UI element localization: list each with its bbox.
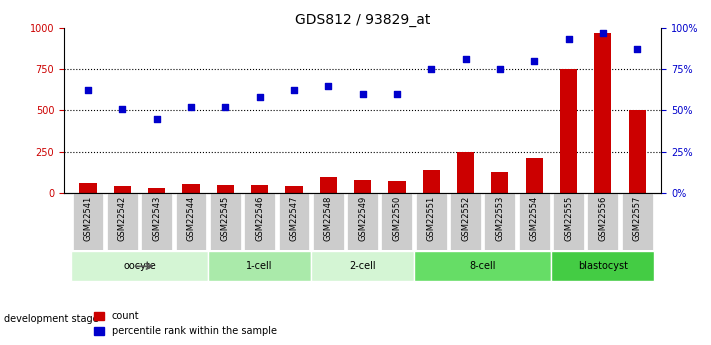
Text: blastocyst: blastocyst: [578, 262, 628, 272]
Point: [323, 83, 334, 88]
FancyBboxPatch shape: [552, 252, 654, 281]
Text: oocyte: oocyte: [123, 262, 156, 272]
Text: GSM22553: GSM22553: [496, 196, 504, 241]
FancyBboxPatch shape: [553, 193, 584, 250]
Text: GSM22555: GSM22555: [564, 196, 573, 241]
FancyBboxPatch shape: [347, 193, 378, 250]
FancyBboxPatch shape: [244, 193, 275, 250]
FancyBboxPatch shape: [313, 193, 343, 250]
Bar: [148, 188, 165, 193]
FancyBboxPatch shape: [71, 252, 208, 281]
Legend: count, percentile rank within the sample: count, percentile rank within the sample: [90, 307, 280, 340]
Text: GSM22541: GSM22541: [83, 196, 92, 241]
Bar: [217, 185, 234, 193]
Text: 2-cell: 2-cell: [349, 262, 376, 272]
Point: [254, 94, 265, 100]
Text: GSM22549: GSM22549: [358, 196, 367, 241]
Point: [391, 91, 402, 97]
Text: GSM22556: GSM22556: [599, 196, 607, 241]
FancyBboxPatch shape: [176, 193, 206, 250]
Bar: [183, 184, 200, 193]
FancyBboxPatch shape: [416, 193, 447, 250]
Bar: [354, 180, 371, 193]
FancyBboxPatch shape: [279, 193, 309, 250]
Text: GSM22542: GSM22542: [118, 196, 127, 241]
FancyBboxPatch shape: [519, 193, 550, 250]
Text: GSM22551: GSM22551: [427, 196, 436, 241]
Text: GSM22552: GSM22552: [461, 196, 470, 241]
Bar: [251, 185, 268, 193]
Point: [357, 91, 368, 97]
Point: [460, 56, 471, 62]
Point: [597, 30, 609, 35]
Bar: [422, 170, 440, 193]
Text: GSM22548: GSM22548: [324, 196, 333, 241]
Text: GSM22554: GSM22554: [530, 196, 539, 241]
FancyBboxPatch shape: [484, 193, 515, 250]
FancyBboxPatch shape: [382, 193, 412, 250]
Text: development stage: development stage: [4, 314, 98, 324]
Point: [186, 104, 197, 110]
FancyBboxPatch shape: [621, 193, 653, 250]
Text: GSM22557: GSM22557: [633, 196, 642, 241]
Text: GSM22543: GSM22543: [152, 196, 161, 241]
Text: GSM22550: GSM22550: [392, 196, 402, 241]
Point: [117, 106, 128, 111]
FancyBboxPatch shape: [450, 193, 481, 250]
Point: [494, 66, 506, 72]
Point: [426, 66, 437, 72]
Text: GSM22545: GSM22545: [221, 196, 230, 241]
Bar: [114, 186, 131, 193]
Point: [220, 104, 231, 110]
FancyBboxPatch shape: [107, 193, 138, 250]
Bar: [594, 32, 611, 193]
Text: GSM22547: GSM22547: [289, 196, 299, 241]
FancyBboxPatch shape: [414, 252, 552, 281]
Bar: [80, 183, 97, 193]
Bar: [525, 158, 542, 193]
FancyBboxPatch shape: [210, 193, 241, 250]
Point: [151, 116, 162, 121]
Bar: [457, 152, 474, 193]
Bar: [285, 186, 303, 193]
Text: GSM22544: GSM22544: [186, 196, 196, 241]
Text: 1-cell: 1-cell: [247, 262, 273, 272]
Title: GDS812 / 93829_at: GDS812 / 93829_at: [295, 12, 430, 27]
Point: [563, 37, 574, 42]
Point: [82, 88, 94, 93]
Point: [528, 58, 540, 63]
Point: [631, 46, 643, 52]
FancyBboxPatch shape: [73, 193, 104, 250]
Text: GSM22546: GSM22546: [255, 196, 264, 241]
Text: 8-cell: 8-cell: [469, 262, 496, 272]
FancyBboxPatch shape: [141, 193, 172, 250]
Bar: [491, 171, 508, 193]
FancyBboxPatch shape: [311, 252, 414, 281]
Bar: [560, 69, 577, 193]
FancyBboxPatch shape: [587, 193, 619, 250]
FancyBboxPatch shape: [208, 252, 311, 281]
Bar: [388, 181, 405, 193]
Bar: [320, 177, 337, 193]
Bar: [629, 110, 646, 193]
Point: [288, 88, 299, 93]
